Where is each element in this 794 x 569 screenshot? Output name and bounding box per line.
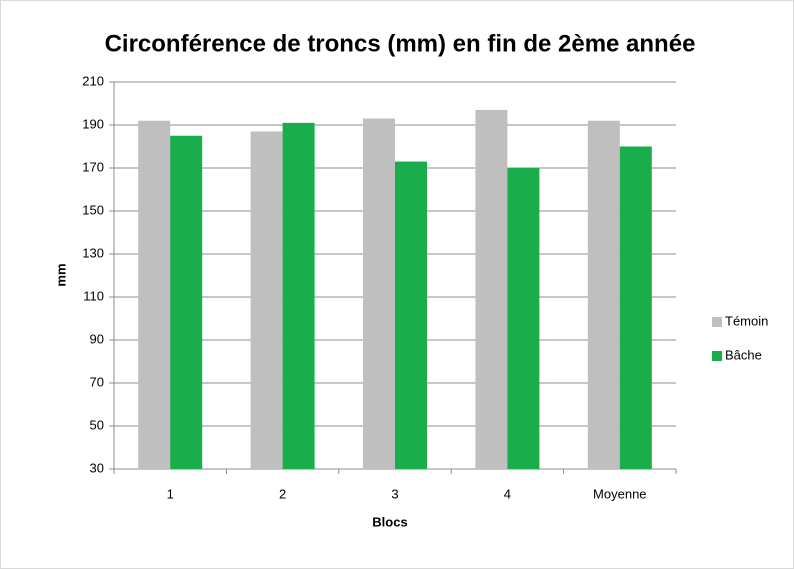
bar (283, 123, 315, 469)
x-tick-label: 1 (167, 486, 174, 501)
bar (507, 168, 539, 469)
x-tick-label: Moyenne (593, 486, 646, 501)
y-tick-label: 50 (90, 417, 104, 432)
y-tick-label: 30 (90, 460, 104, 475)
bar (588, 121, 620, 469)
chart: Circonférence de troncs (mm) en fin de 2… (0, 0, 794, 569)
y-tick-label: 210 (82, 73, 104, 88)
bar (475, 110, 507, 469)
x-axis-title: Blocs (372, 514, 407, 529)
chart-title: Circonférence de troncs (mm) en fin de 2… (105, 30, 696, 57)
y-tick-label: 110 (83, 288, 104, 303)
y-tick-label: 170 (82, 159, 104, 174)
page: Circonférence de troncs (mm) en fin de 2… (0, 0, 794, 569)
y-tick-label: 70 (90, 374, 104, 389)
legend-swatch (712, 317, 722, 327)
legend-swatch (712, 351, 722, 361)
bar (251, 131, 283, 469)
bar (138, 121, 170, 469)
x-tick-label: 4 (504, 486, 511, 501)
bar (395, 162, 427, 469)
y-tick-label: 90 (90, 331, 104, 346)
bar (620, 147, 652, 470)
legend-label: Bâche (725, 347, 762, 362)
legend-label: Témoin (725, 313, 768, 328)
y-axis-title: mm (53, 263, 68, 286)
bar (363, 119, 395, 469)
x-tick-label: 3 (391, 486, 398, 501)
x-tick-label: 2 (279, 486, 286, 501)
bar (170, 136, 202, 469)
y-tick-label: 150 (82, 202, 104, 217)
y-tick-label: 130 (82, 245, 104, 260)
y-tick-label: 190 (82, 116, 104, 131)
